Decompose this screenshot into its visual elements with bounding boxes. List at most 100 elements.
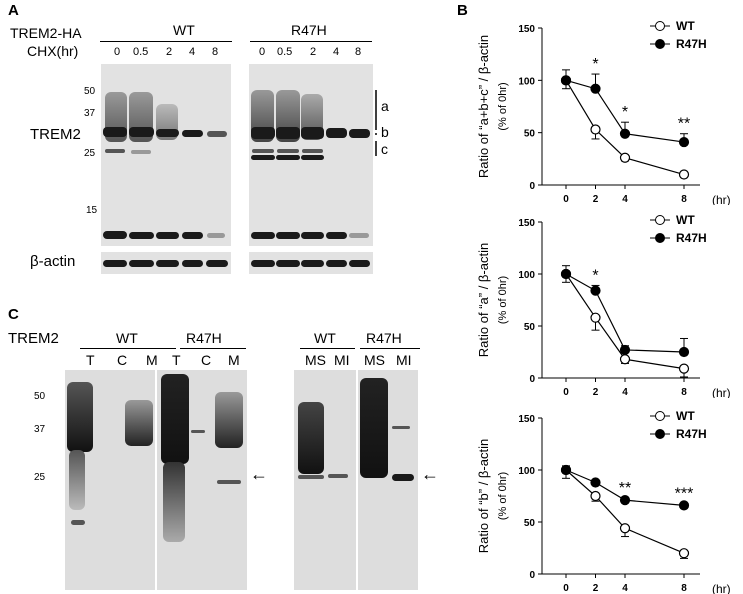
chx-r47h-t4: 8: [355, 46, 362, 58]
chart-abc: 0 50 100 150 0 2 4 8 (hr) Ratio of “a+b+c” / β-ac…: [476, 19, 731, 205]
significance-mark: ***: [675, 485, 694, 502]
legend-marker: [655, 429, 665, 439]
group-c2-r47h-line: [360, 348, 420, 349]
trem2-c-label: TREM2: [8, 330, 59, 347]
panel-c-letter: C: [8, 306, 19, 323]
blot-actin-r47h: [249, 252, 373, 274]
y-tick-label: 100: [518, 270, 535, 281]
x-tick-label: 8: [681, 194, 687, 205]
beta-actin-label: β-actin: [30, 253, 76, 270]
y-tick-label: 50: [524, 322, 536, 333]
blot-c-wt: [65, 370, 155, 590]
x-tick-label: 4: [622, 387, 628, 398]
lane-c-2: C: [117, 352, 128, 368]
mw-a-37: 37: [84, 108, 96, 119]
point-wt: [590, 490, 601, 502]
lane-c-4: T: [172, 352, 181, 368]
y-tick-label: 100: [518, 76, 535, 87]
x-tick-label: 2: [593, 387, 599, 398]
point-r47h: [590, 477, 601, 488]
chx-r47h-t3: 4: [333, 46, 340, 58]
series-line-wt: [565, 80, 685, 176]
band-brackets: [375, 90, 377, 156]
legend-marker: [655, 233, 665, 243]
significance-mark: *: [592, 267, 598, 284]
group-wt-line: [100, 41, 232, 42]
group-c-wt: WT: [116, 330, 138, 346]
lane-c2-3: MS: [364, 352, 385, 368]
group-c2-wt: WT: [314, 330, 336, 346]
blot-c2-r47h: [358, 370, 418, 590]
group-c-r47h-line: [180, 348, 246, 349]
legend-label: R47H: [676, 37, 707, 51]
legend-marker: [655, 411, 665, 421]
x-tick-label: 2: [593, 583, 599, 594]
y-tick-label: 0: [529, 374, 535, 385]
lane-c2-2: MI: [334, 352, 350, 368]
lane-c2-1: MS: [305, 352, 326, 368]
blot-actin-wt: [101, 252, 231, 274]
point-wt: [619, 152, 631, 163]
x-tick-label: 4: [622, 194, 628, 205]
group-c2-wt-line: [300, 348, 355, 349]
series-line-wt: [565, 273, 685, 370]
x-tick-label: 8: [681, 387, 687, 398]
legend-marker: [655, 21, 665, 31]
lane-c-3: M: [146, 352, 158, 368]
chx-wt-t2: 2: [166, 46, 173, 58]
y-axis-unit: (% of 0hr): [497, 276, 509, 324]
point-r47h: [590, 285, 601, 296]
y-tick-label: 100: [518, 466, 535, 477]
bracket-c: c: [381, 141, 388, 157]
point-wt: [678, 169, 690, 180]
significance-mark: **: [678, 116, 690, 133]
point-wt: [678, 548, 690, 559]
significance-mark: **: [619, 480, 631, 497]
group-r47h-label: R47H: [291, 22, 327, 38]
y-axis-label: Ratio of “a+b+c” / β-actin: [476, 35, 491, 178]
group-wt-label: WT: [173, 22, 195, 38]
legend-label: R47H: [676, 427, 707, 441]
y-axis-label: Ratio of “a” / β-actin: [476, 243, 491, 357]
y-tick-label: 50: [524, 518, 536, 529]
y-tick-label: 150: [518, 24, 535, 35]
legend-marker: [655, 39, 665, 49]
series-line-r47h: [565, 79, 685, 143]
group-c2-r47h: R47H: [366, 330, 402, 346]
construct-label: TREM2-HA: [10, 25, 82, 41]
legend-label: WT: [676, 409, 695, 423]
chx-label: CHX(hr): [27, 43, 79, 59]
point-r47h: [590, 83, 601, 94]
legend-label: R47H: [676, 231, 707, 245]
chart-b: 0 50 100 150 0 2 4 8 (hr) Ratio of “b” / β-actin (…: [476, 409, 731, 594]
mw-c-37: 37: [34, 424, 46, 435]
blot-a-r47h: [249, 64, 373, 246]
lane-c-5: C: [201, 352, 212, 368]
y-axis-unit: (% of 0hr): [497, 82, 509, 130]
significance-mark: *: [622, 104, 628, 121]
x-tick-label: 2: [593, 194, 599, 205]
mw-a-25: 25: [84, 148, 96, 159]
x-tick-label: 0: [563, 194, 569, 205]
y-axis-unit: (% of 0hr): [497, 472, 509, 520]
point-r47h: [619, 344, 631, 356]
series-line-wt: [565, 469, 685, 554]
point-r47h: [619, 495, 631, 506]
panel-a-letter: A: [8, 2, 19, 19]
x-tick-label: 4: [622, 583, 628, 594]
point-wt: [619, 523, 631, 534]
x-tick-label: 0: [563, 583, 569, 594]
point-r47h: [560, 75, 572, 86]
x-axis-label: (hr): [712, 386, 731, 398]
arrow-left-icon: ←: [250, 464, 268, 484]
arrow-right-icon: ←: [421, 464, 439, 484]
point-wt: [678, 363, 690, 374]
chart-a: 0 50 100 150 0 2 4 8 (hr) Ratio of “a” / β-actin (…: [476, 213, 731, 398]
chx-wt-t1: 0.5: [133, 46, 149, 58]
point-r47h: [560, 268, 572, 280]
x-tick-label: 8: [681, 583, 687, 594]
y-tick-label: 50: [524, 129, 536, 140]
legend-marker: [655, 215, 665, 225]
group-c-wt-line: [80, 348, 176, 349]
legend-label: WT: [676, 19, 695, 33]
